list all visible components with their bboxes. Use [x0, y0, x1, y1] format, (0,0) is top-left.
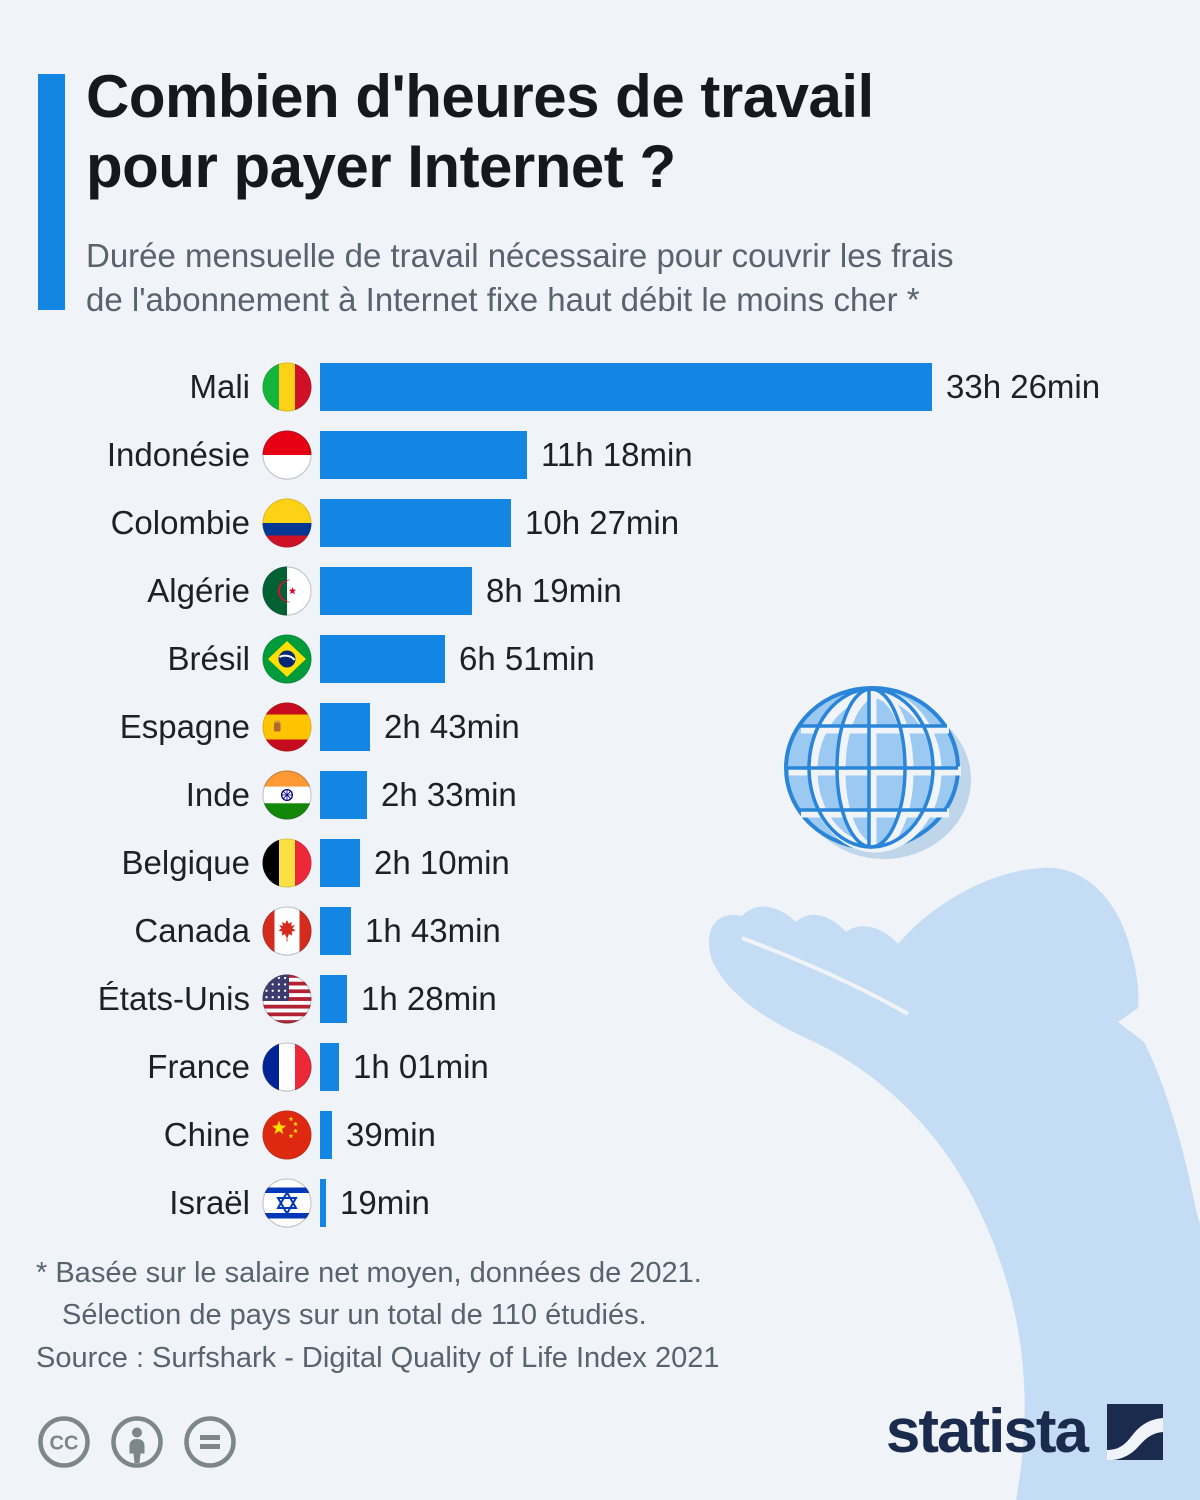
country-label: Chine [163, 1116, 250, 1153]
country-label: Inde [185, 776, 250, 813]
source-line: Source : Surfshark - Digital Quality of … [36, 1342, 720, 1374]
flag-algerie-icon [262, 566, 312, 616]
flag-mali-icon [262, 362, 312, 412]
chart-title: Combien d'heures de travail pour payer In… [86, 62, 874, 202]
bar-algerie [320, 567, 472, 615]
chart-subtitle-line: Durée mensuelle de travail nécessaire po… [86, 237, 954, 274]
bar-inde [320, 771, 367, 819]
value-label: 19min [340, 1184, 430, 1221]
country-label: Brésil [167, 640, 250, 677]
bar-etats-unis [320, 975, 347, 1023]
country-label: États-Unis [97, 980, 250, 1017]
chart-row: Algérie 8h 19min [0, 566, 1200, 616]
chart-row: Belgique 2h 10min [0, 838, 1200, 888]
flag-israel-icon [262, 1178, 312, 1228]
country-label: Indonésie [106, 436, 250, 473]
flag-chine-icon [262, 1110, 312, 1160]
footnote: * Basée sur le salaire net moyen, donnée… [36, 1252, 702, 1336]
title-accent-bar [38, 74, 65, 310]
chart-title-line: pour payer Internet ? [86, 133, 676, 201]
flag-belgique-icon [262, 838, 312, 888]
flag-colombie-icon [262, 498, 312, 548]
value-label: 11h 18min [541, 436, 693, 473]
chart-row: États-Unis 1h 28min [0, 974, 1200, 1024]
flag-indonesie-icon [262, 430, 312, 480]
license-icons: CC [36, 1414, 238, 1470]
flag-etats-unis-icon [262, 974, 312, 1024]
chart-row: France 1h 01min [0, 1042, 1200, 1092]
bar-belgique [320, 839, 360, 887]
chart-row: Chine 39min [0, 1110, 1200, 1160]
value-label: 2h 33min [381, 776, 517, 813]
chart-row: Indonésie 11h 18min [0, 430, 1200, 480]
chart-row: Canada 1h 43min [0, 906, 1200, 956]
bar-indonesie [320, 431, 527, 479]
bar-france [320, 1043, 339, 1091]
chart-row: Espagne 2h 43min [0, 702, 1200, 752]
country-label: France [147, 1048, 250, 1085]
bar-espagne [320, 703, 370, 751]
chart-title-line: Combien d'heures de travail [86, 63, 874, 130]
value-label: 2h 43min [384, 708, 520, 745]
value-label: 33h 26min [946, 368, 1101, 405]
statista-logo[interactable]: statista [886, 1396, 1163, 1467]
statista-mark-icon [1107, 1403, 1163, 1460]
footnote-line-1: * Basée sur le salaire net moyen, donnée… [36, 1257, 702, 1289]
country-label: Algérie [147, 572, 250, 609]
value-label: 2h 10min [374, 844, 510, 881]
flag-inde-icon [262, 770, 312, 820]
hand-icon [708, 867, 1200, 1500]
chart-subtitle-line: de l'abonnement à Internet fixe haut déb… [86, 280, 920, 318]
chart-row: Brésil 6h 51min [0, 634, 1200, 684]
value-label: 1h 43min [365, 912, 501, 949]
flag-france-icon [262, 1042, 312, 1092]
value-label: 1h 01min [353, 1048, 489, 1085]
country-label: Israël [169, 1184, 250, 1221]
country-label: Mali [189, 368, 250, 405]
flag-espagne-icon [262, 702, 312, 752]
bar-chart: Mali 33h 26min Indonésie 11h 18min Colombie 1… [0, 362, 1200, 1247]
globe-icon [784, 686, 961, 853]
statista-wordmark: statista [885, 1397, 1089, 1466]
flag-bresil-icon [262, 634, 312, 684]
svg-text:CC: CC [50, 1433, 79, 1455]
country-label: Belgique [121, 844, 250, 881]
chart-row: Inde 2h 33min [0, 770, 1200, 820]
bar-mali [320, 363, 932, 411]
bar-chine [320, 1111, 332, 1159]
country-label: Colombie [110, 504, 250, 541]
attribution-icon[interactable] [109, 1414, 165, 1470]
footnote-line-2: Sélection de pays sur un total de 110 ét… [62, 1299, 647, 1332]
value-label: 39min [346, 1116, 436, 1153]
value-label: 6h 51min [459, 640, 595, 677]
bar-canada [320, 907, 351, 955]
value-label: 10h 27min [525, 504, 680, 541]
value-label: 8h 19min [486, 572, 622, 609]
chart-subtitle: Durée mensuelle de travail nécessaire po… [86, 234, 954, 322]
bar-bresil [320, 635, 445, 683]
value-label: 1h 28min [361, 980, 497, 1017]
no-derivatives-icon[interactable] [182, 1414, 238, 1470]
cc-icon[interactable]: CC [36, 1414, 92, 1470]
chart-row: Colombie 10h 27min [0, 498, 1200, 548]
chart-row: Mali 33h 26min [0, 362, 1200, 412]
bar-colombie [320, 499, 511, 547]
country-label: Canada [134, 912, 250, 949]
bar-israel [320, 1179, 326, 1227]
flag-canada-icon [262, 906, 312, 956]
country-label: Espagne [119, 708, 250, 745]
chart-row: Israël 19min [0, 1178, 1200, 1228]
